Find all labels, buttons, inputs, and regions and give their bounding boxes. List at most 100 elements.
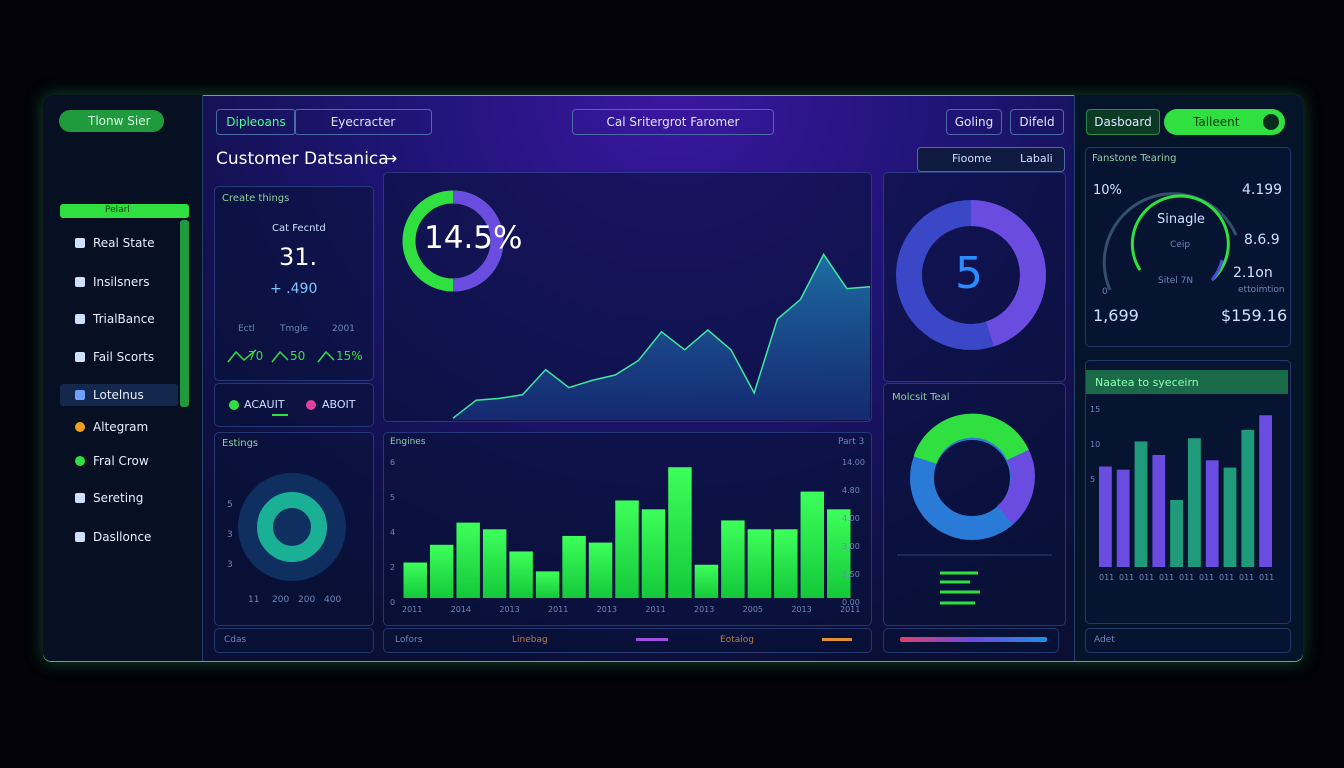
column-label: Tmgle [280, 324, 309, 334]
bar [827, 509, 851, 598]
filter-dropdown[interactable]: Cal Sritergrot Faromer [572, 109, 774, 135]
brand-pill[interactable] [59, 110, 164, 132]
menu-item[interactable]: Altegram [93, 420, 149, 434]
bar [1241, 429, 1255, 567]
x-tick-label: 2013 [694, 605, 715, 614]
gauge2-zero: 0 [1102, 287, 1108, 297]
section-label: Pelarl [105, 205, 130, 215]
legend-dot [306, 400, 316, 410]
stat-value: 31. [279, 243, 318, 271]
card-tag: Part 3 [838, 437, 865, 447]
column-label: 2001 [332, 324, 355, 334]
kpi-ring-part [452, 190, 504, 292]
spark-value: 15% [336, 349, 363, 363]
scrollbar [180, 220, 189, 407]
y-tick-label: 0.00 [842, 598, 860, 607]
footer-label: Lofors [395, 635, 423, 645]
sidebar [43, 95, 203, 661]
bar [1152, 455, 1166, 567]
bar [774, 529, 798, 598]
menu-item[interactable]: Fail Scorts [93, 350, 155, 364]
gauge-label: 3 [227, 530, 233, 540]
search[interactable]: Eyecracter [294, 109, 432, 135]
gauge-label: 3 [227, 560, 233, 570]
bar [668, 467, 692, 598]
talent-icon [1263, 114, 1279, 130]
card-title: Naatea to syeceirn [1095, 376, 1199, 389]
gauge2-sub: Sitel 7N [1158, 276, 1194, 286]
button[interactable]: Goling [946, 109, 1002, 135]
x-tick-label: 2014 [450, 605, 472, 614]
bar [429, 544, 454, 598]
area-line [452, 252, 871, 419]
x-tick-label: 011 [1119, 573, 1135, 582]
menu-item[interactable]: Sereting [93, 491, 144, 505]
menu-icons [75, 238, 85, 542]
menu-item[interactable]: TrialBance [93, 312, 155, 326]
card-title: Create things [222, 193, 290, 204]
spark-value: 50 [290, 349, 306, 363]
x-tick-label: 011 [1219, 573, 1235, 582]
x-tick-label: 2011 [402, 605, 423, 614]
menu-item[interactable]: Dasllonce [93, 530, 152, 544]
gauge2-arc [1130, 194, 1230, 282]
brand[interactable]: Tlonw Sier [88, 114, 151, 128]
donut-value: 5 [955, 248, 983, 299]
button[interactable]: Dasboard [1086, 109, 1160, 135]
footer-bar [636, 638, 668, 641]
tab[interactable]: Dipleoans [216, 109, 296, 135]
stats-card [214, 186, 374, 381]
bar [615, 500, 639, 598]
gauge2-left: 10% [1093, 183, 1122, 198]
toolbar-item[interactable]: Labali [1020, 152, 1053, 165]
bar [1205, 460, 1219, 567]
footer-bar [900, 637, 1047, 642]
gauge2-center: Sinagle [1157, 212, 1205, 227]
gauge [238, 473, 346, 581]
section-bar [60, 204, 189, 218]
menu-item[interactable]: Real State [93, 236, 155, 250]
bar [456, 522, 480, 598]
legend-label: ACAUIT [244, 398, 285, 411]
footer-bar [822, 638, 852, 641]
gauge2-right: 4.199 [1242, 182, 1283, 198]
spark [317, 350, 335, 363]
gauge2-right: 8.6.9 [1244, 232, 1280, 248]
talent-pill[interactable] [1164, 109, 1285, 135]
y-tick-label: 15 [1090, 405, 1101, 414]
x-tick-label: 011 [1179, 573, 1195, 582]
menu-item[interactable]: Lotelnus [93, 388, 144, 402]
kpi: 14.5% [424, 220, 523, 256]
gauge-ring [257, 492, 327, 562]
bar [1099, 466, 1112, 567]
legend-label: ABOIT [322, 398, 356, 411]
y-tick-label: 4.00 [842, 514, 860, 523]
page-title: Customer Datsanica [216, 149, 389, 169]
button[interactable]: Talleent [1193, 115, 1240, 129]
menu-item[interactable]: Fral Crow [93, 454, 149, 468]
legend-dot [229, 400, 239, 410]
spark [227, 349, 257, 363]
toolbar-item[interactable]: Fioome [952, 152, 992, 165]
selected-item [60, 384, 178, 406]
y-tick-label: 4.80 [842, 486, 860, 495]
gauge2-outer [1102, 192, 1238, 291]
y-tick-label: 6 [390, 458, 396, 467]
card-title: Molcsit Teal [892, 392, 950, 403]
menu-item[interactable]: Insilsners [93, 275, 150, 289]
y-tick-label: 1.50 [842, 570, 860, 579]
teal-legend-lines [940, 571, 980, 605]
button[interactable]: Difeld [1010, 109, 1064, 135]
gauge-label: 200 [272, 595, 290, 605]
x-tick-label: 2013 [791, 605, 812, 614]
footer-label: Eotaiog [720, 635, 754, 645]
teal-donut-part [996, 449, 1035, 525]
y-tick-label: 3.00 [842, 542, 860, 551]
y-tick-label: 14.00 [842, 458, 865, 467]
bar [535, 571, 560, 598]
y-tick-label: 0 [390, 598, 396, 607]
y-tick-label: 5 [1090, 475, 1096, 484]
x-tick-label: 2011 [645, 605, 666, 614]
